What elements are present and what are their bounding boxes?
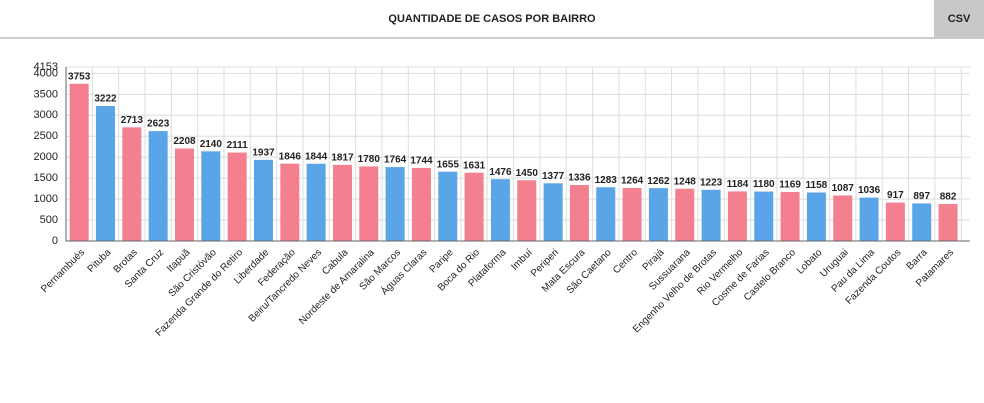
value-label: 1476 <box>489 167 512 178</box>
bar <box>569 185 589 241</box>
value-label: 1846 <box>279 151 302 162</box>
y-tick-label: 2000 <box>34 151 58 163</box>
value-label: 1817 <box>331 153 354 164</box>
bar <box>464 172 484 241</box>
y-tick-label: 4153 <box>34 61 58 73</box>
value-label: 3753 <box>68 71 91 82</box>
bar <box>490 179 510 241</box>
value-label: 1283 <box>595 175 618 186</box>
bar <box>859 197 879 241</box>
bar <box>543 183 563 241</box>
value-label: 1180 <box>753 179 775 190</box>
bar <box>280 163 300 241</box>
value-label: 1223 <box>700 177 723 188</box>
y-tick-label: 500 <box>40 214 58 226</box>
value-label: 1036 <box>858 185 881 196</box>
value-label: 1262 <box>647 176 670 187</box>
value-label: 1248 <box>674 176 697 187</box>
bar <box>727 191 747 241</box>
value-label: 1184 <box>727 179 749 190</box>
bar <box>148 131 168 241</box>
bar <box>174 148 194 241</box>
bar <box>385 167 405 241</box>
value-label: 2140 <box>200 139 223 150</box>
value-label: 882 <box>940 192 957 203</box>
value-label: 1377 <box>542 171 565 182</box>
bar <box>438 171 458 241</box>
bar <box>675 188 695 241</box>
bar <box>885 202 905 241</box>
value-label: 1158 <box>806 180 828 191</box>
bar <box>596 187 616 241</box>
value-label: 1087 <box>832 183 855 194</box>
value-label: 1764 <box>384 155 407 166</box>
header-bar <box>0 0 984 38</box>
bar <box>517 180 537 241</box>
x-tick-label: Pernambués <box>39 247 87 295</box>
bar <box>780 192 800 241</box>
bar <box>253 159 273 241</box>
value-label: 917 <box>887 190 904 201</box>
x-tick-label: Centro <box>611 247 640 276</box>
y-tick-label: 4000 <box>34 67 58 79</box>
x-tick-label: Pituba <box>86 247 114 275</box>
value-label: 1631 <box>463 160 486 171</box>
value-label: 2713 <box>121 115 144 126</box>
y-tick-label: 2500 <box>34 130 58 142</box>
chart-title: QUANTIDADE DE CASOS POR BAIRRO <box>388 13 596 25</box>
y-tick-label: 1000 <box>34 193 58 205</box>
bar <box>833 195 853 241</box>
bar <box>912 203 932 241</box>
bar <box>95 106 115 241</box>
value-label: 1844 <box>305 151 328 162</box>
csv-button[interactable] <box>934 0 984 38</box>
y-tick-label: 1500 <box>34 172 58 184</box>
value-label: 2111 <box>227 140 249 151</box>
bar <box>754 191 774 241</box>
value-label: 3222 <box>94 94 117 105</box>
value-label: 1780 <box>358 154 381 165</box>
y-tick-label: 3000 <box>34 109 58 121</box>
bar <box>69 83 89 241</box>
value-label: 2623 <box>147 119 170 130</box>
value-label: 1937 <box>252 147 275 158</box>
value-label: 2208 <box>173 136 196 147</box>
bar <box>701 189 721 241</box>
bar <box>622 188 642 241</box>
y-tick-label: 3500 <box>34 88 58 100</box>
value-label: 1336 <box>568 173 591 184</box>
csv-button-label[interactable]: CSV <box>948 13 971 25</box>
bar <box>332 164 352 241</box>
bar <box>201 151 221 241</box>
bar <box>806 192 826 241</box>
value-label: 1450 <box>516 168 539 179</box>
bar <box>359 166 379 241</box>
value-label: 1655 <box>437 159 460 170</box>
value-label: 1744 <box>410 156 433 167</box>
bar <box>938 204 958 241</box>
value-label: 1264 <box>621 176 644 187</box>
bar <box>122 127 142 241</box>
value-label: 897 <box>913 191 930 202</box>
y-tick-label: 0 <box>52 235 58 247</box>
bar <box>227 152 247 241</box>
bar <box>306 163 326 241</box>
bar <box>648 188 668 241</box>
value-label: 1169 <box>779 180 801 191</box>
bar <box>411 167 431 241</box>
